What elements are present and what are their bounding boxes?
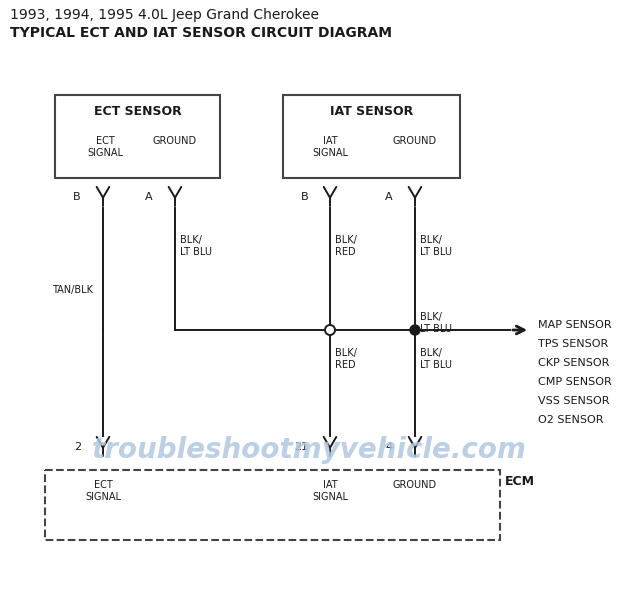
Text: MAP SENSOR: MAP SENSOR xyxy=(538,320,612,330)
Text: BLK/
LT BLU: BLK/ LT BLU xyxy=(420,235,452,257)
Text: A: A xyxy=(145,192,153,202)
Text: 4: 4 xyxy=(386,442,393,452)
Bar xyxy=(283,95,460,178)
Text: ECM: ECM xyxy=(505,475,535,488)
Text: 2: 2 xyxy=(74,442,81,452)
Text: TPS SENSOR: TPS SENSOR xyxy=(538,339,608,349)
Text: GROUND: GROUND xyxy=(393,136,437,146)
Text: BLK/
RED: BLK/ RED xyxy=(335,348,357,370)
Text: TAN/BLK: TAN/BLK xyxy=(52,285,93,295)
Circle shape xyxy=(410,325,420,335)
Text: ECT SENSOR: ECT SENSOR xyxy=(93,105,181,118)
Text: TYPICAL ECT AND IAT SENSOR CIRCUIT DIAGRAM: TYPICAL ECT AND IAT SENSOR CIRCUIT DIAGR… xyxy=(10,26,392,40)
Text: B: B xyxy=(74,192,81,202)
Text: O2 SENSOR: O2 SENSOR xyxy=(538,415,604,425)
Text: GROUND: GROUND xyxy=(153,136,197,146)
Bar xyxy=(45,470,500,540)
Text: CKP SENSOR: CKP SENSOR xyxy=(538,358,609,368)
Text: BLK/
LT BLU: BLK/ LT BLU xyxy=(420,348,452,370)
Text: BLK/
LT BLU: BLK/ LT BLU xyxy=(180,235,212,257)
Text: IAT
SIGNAL: IAT SIGNAL xyxy=(312,480,348,502)
Text: ECT
SIGNAL: ECT SIGNAL xyxy=(87,136,123,158)
Bar xyxy=(55,95,220,178)
Text: BLK/
LT BLU: BLK/ LT BLU xyxy=(420,312,452,334)
Text: GROUND: GROUND xyxy=(393,480,437,490)
Text: 21: 21 xyxy=(294,442,308,452)
Text: 1993, 1994, 1995 4.0L Jeep Grand Cherokee: 1993, 1994, 1995 4.0L Jeep Grand Cheroke… xyxy=(10,8,319,22)
Text: A: A xyxy=(386,192,393,202)
Text: IAT SENSOR: IAT SENSOR xyxy=(330,105,413,118)
Circle shape xyxy=(325,325,335,335)
Text: troubleshootmyvehicle.com: troubleshootmyvehicle.com xyxy=(91,436,527,464)
Text: IAT
SIGNAL: IAT SIGNAL xyxy=(312,136,348,158)
Text: VSS SENSOR: VSS SENSOR xyxy=(538,396,609,406)
Text: ECT
SIGNAL: ECT SIGNAL xyxy=(85,480,121,502)
Text: CMP SENSOR: CMP SENSOR xyxy=(538,377,612,387)
Text: B: B xyxy=(300,192,308,202)
Text: BLK/
RED: BLK/ RED xyxy=(335,235,357,257)
